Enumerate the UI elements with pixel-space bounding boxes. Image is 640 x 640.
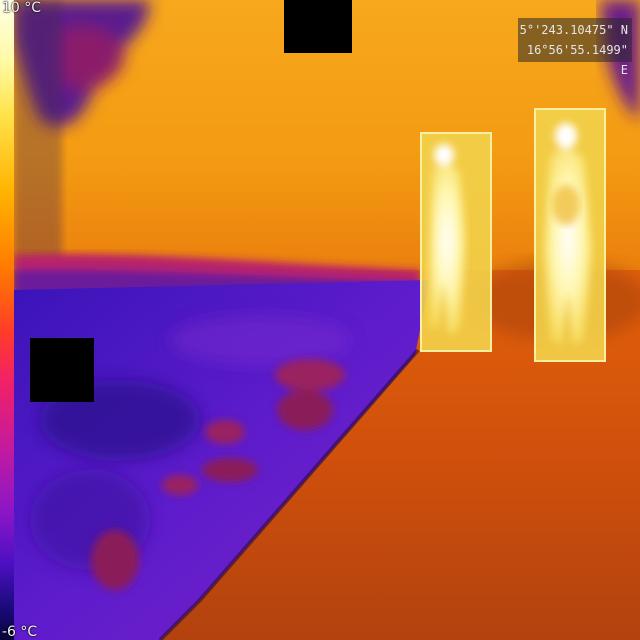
hot-figure-right bbox=[536, 110, 604, 360]
diagonal-edge bbox=[158, 348, 420, 640]
scale-min-label: -6 °C bbox=[2, 624, 38, 640]
gps-longitude: 16°56'55.1499" E bbox=[526, 43, 628, 77]
warm-stones bbox=[91, 359, 345, 590]
gps-latitude: 5°'243.10475" N bbox=[519, 23, 628, 37]
temperature-scale-bar bbox=[0, 0, 14, 640]
redaction-box-top bbox=[284, 0, 352, 53]
redaction-box-left bbox=[30, 338, 94, 402]
detection-box-right bbox=[534, 108, 606, 362]
hot-figure-left bbox=[422, 134, 490, 350]
gps-readout: 5°'243.10475" N 16°56'55.1499" E bbox=[518, 18, 632, 77]
scale-max-label: 10 °C bbox=[2, 0, 42, 16]
detection-box-left bbox=[420, 132, 492, 352]
